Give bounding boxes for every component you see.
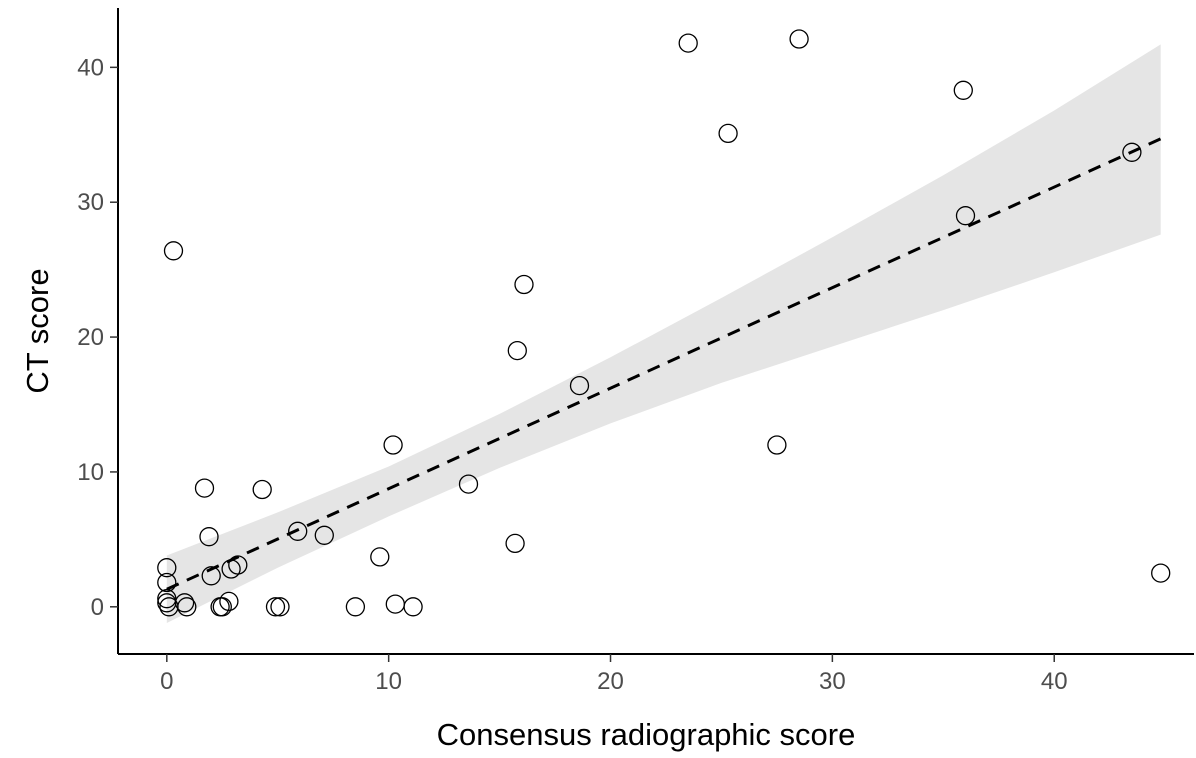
- data-point: [767, 435, 787, 455]
- y-tick-label: 30: [77, 189, 104, 216]
- data-point: [163, 241, 184, 261]
- data-point: [314, 525, 334, 545]
- y-tick-label: 0: [91, 594, 104, 621]
- x-axis-title: Consensus radiographic score: [437, 717, 856, 752]
- x-tick-label: 40: [1041, 668, 1068, 695]
- data-point: [201, 566, 221, 586]
- data-point: [953, 80, 973, 100]
- data-point: [385, 594, 405, 614]
- data-point: [270, 597, 290, 617]
- data-point: [219, 591, 239, 612]
- data-point: [212, 597, 232, 617]
- y-axis-ticks: 0 10 20 30 40: [77, 54, 118, 621]
- data-point: [514, 274, 534, 295]
- data-point: [157, 572, 177, 593]
- y-axis-title: CT score: [20, 268, 55, 393]
- data-point: [157, 558, 177, 578]
- y-tick-label: 40: [77, 54, 104, 81]
- data-point: [252, 479, 272, 500]
- data-point: [288, 521, 308, 541]
- data-points-layer: [157, 29, 1171, 617]
- x-tick-label: 30: [819, 668, 846, 695]
- data-point: [569, 375, 590, 396]
- x-tick-label: 0: [160, 668, 173, 695]
- data-point: [678, 33, 698, 53]
- data-point: [718, 123, 738, 144]
- regression-line: [166, 137, 1162, 591]
- x-tick-label: 20: [597, 668, 624, 695]
- x-tick-label: 10: [375, 668, 402, 695]
- y-tick-label: 10: [77, 459, 104, 486]
- data-point: [955, 206, 976, 226]
- data-point: [1122, 142, 1142, 162]
- confidence-band: [166, 44, 1161, 623]
- axes-layer: [117, 8, 1194, 655]
- data-point: [174, 593, 195, 613]
- data-point: [505, 533, 525, 554]
- data-point: [194, 478, 215, 498]
- confidence-band-layer: [166, 44, 1161, 623]
- data-point: [228, 555, 248, 575]
- data-point: [177, 597, 197, 617]
- data-point: [507, 340, 527, 361]
- data-point: [157, 589, 177, 609]
- data-point: [370, 547, 390, 567]
- data-point: [789, 29, 809, 49]
- data-point: [345, 597, 366, 617]
- data-point: [1151, 563, 1171, 583]
- fit-line-layer: [166, 137, 1162, 591]
- data-point: [403, 597, 423, 617]
- data-point: [265, 597, 286, 617]
- y-tick-label: 20: [77, 324, 104, 351]
- data-point: [458, 474, 479, 494]
- x-axis-ticks: 0 10 20 30 40: [160, 654, 1068, 695]
- data-point: [383, 435, 403, 455]
- data-point: [199, 527, 219, 547]
